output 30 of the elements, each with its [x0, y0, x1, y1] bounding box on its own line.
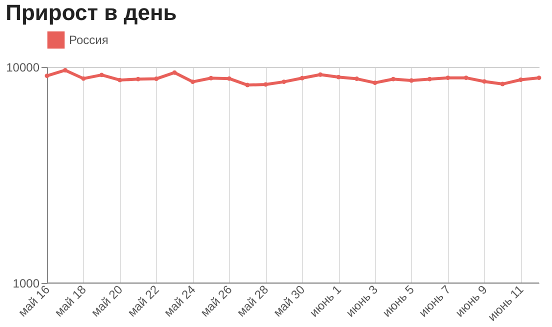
point	[372, 80, 378, 86]
point	[118, 78, 122, 82]
point	[536, 76, 542, 80]
point	[44, 74, 50, 78]
point	[208, 76, 214, 80]
point	[62, 68, 68, 72]
point	[300, 76, 304, 80]
y-tick-label: 10000	[6, 60, 40, 74]
point	[172, 70, 177, 75]
point	[427, 76, 432, 82]
point	[446, 76, 450, 80]
point	[99, 72, 104, 78]
point	[190, 80, 196, 84]
point	[354, 76, 360, 82]
point	[263, 82, 268, 87]
point	[464, 76, 468, 80]
y-tick-label: 1000	[12, 276, 40, 290]
point	[336, 74, 341, 80]
point	[500, 82, 505, 86]
point	[318, 72, 323, 77]
point	[390, 76, 396, 82]
legend-label: Россия	[69, 33, 108, 47]
point	[154, 76, 159, 82]
point	[282, 80, 286, 84]
chart-title: Прирост в день	[6, 0, 177, 25]
point	[136, 76, 140, 82]
point	[81, 76, 86, 81]
point	[409, 78, 414, 83]
point	[482, 79, 487, 84]
point	[245, 82, 250, 88]
